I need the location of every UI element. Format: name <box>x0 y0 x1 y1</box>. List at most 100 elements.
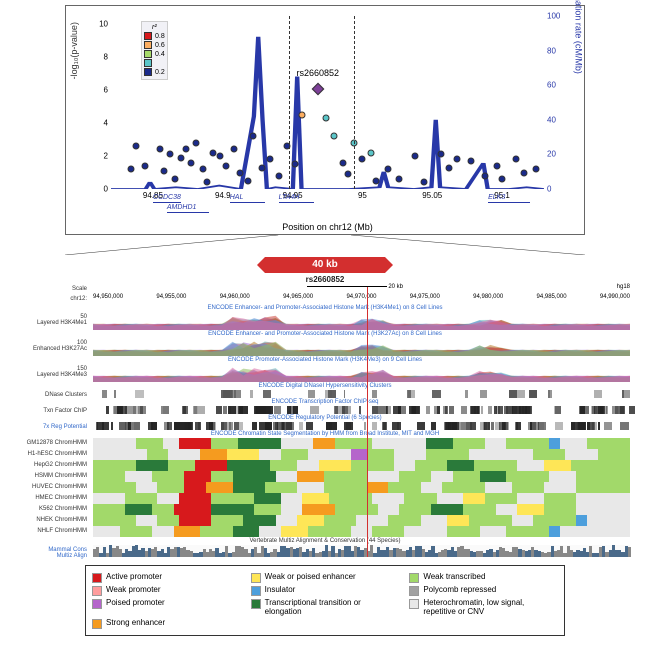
assembly-text: hg18 <box>617 284 630 290</box>
legend-item: Weak transcribed <box>409 572 558 583</box>
chrom-segment <box>297 482 324 493</box>
snp-point <box>244 177 251 184</box>
lead-snp-label: rs2660852 <box>296 68 339 78</box>
gene-label: HAL <box>230 194 244 201</box>
chrom-segment <box>125 493 157 504</box>
chromhmm-label: HMEC ChromHMM <box>15 495 90 501</box>
r2-legend-item: 0.4 <box>144 50 165 58</box>
snp-point <box>395 176 402 183</box>
chrom-segment <box>313 438 334 449</box>
chrom-segment <box>463 493 484 504</box>
snp-point <box>367 149 374 156</box>
y-right-tick: 100 <box>547 12 560 21</box>
wiggle-track: 50Layered H3K4Me1 <box>15 312 635 330</box>
chrom-segment <box>206 482 233 493</box>
chrom-segment <box>265 482 297 493</box>
chrom-segment <box>276 471 297 482</box>
chrom-segment <box>474 460 517 471</box>
chrom-segment <box>587 438 630 449</box>
snp-point <box>339 159 346 166</box>
chromhmm-row: H1-hESC ChromHMM <box>15 449 635 460</box>
browser-snp-label: rs2660852 <box>15 275 635 284</box>
snp-point <box>420 179 427 186</box>
y-left-tick: 6 <box>104 86 108 95</box>
chrom-segment <box>351 449 367 460</box>
snp-point <box>493 162 500 169</box>
snp-point <box>384 166 391 173</box>
chromhmm-label: NHLF ChromHMM <box>15 528 90 534</box>
chrom-segment <box>426 449 469 460</box>
chrom-segment <box>367 471 399 482</box>
chrom-segment <box>480 471 507 482</box>
plot-area: rs2660852 <box>111 16 544 189</box>
chrom-segment <box>324 471 367 482</box>
chrom-segment <box>388 482 420 493</box>
chrom-segment <box>174 504 212 515</box>
snp-point <box>183 146 190 153</box>
chrom-segment <box>276 515 297 526</box>
chrom-segment <box>447 515 468 526</box>
snp-point <box>187 159 194 166</box>
chrom-segment <box>93 449 147 460</box>
browser-tracks: ENCODE Enhancer- and Promoter-Associated… <box>15 304 635 438</box>
chrom-segment <box>281 438 313 449</box>
region-size-bar: 40 kb <box>265 257 385 273</box>
chrom-segment <box>259 526 280 537</box>
chromhmm-row: HepG2 ChromHMM <box>15 460 635 471</box>
chrom-segment <box>587 515 630 526</box>
chrom-segment <box>437 493 464 504</box>
y-right-tick: 20 <box>547 150 556 159</box>
cons-label-2: Multiz Align <box>15 553 87 559</box>
chrom-segment <box>136 515 157 526</box>
chrom-segment <box>157 493 178 504</box>
chrom-segment <box>200 449 227 460</box>
chromhmm-label: H1-hESC ChromHMM <box>15 451 90 457</box>
chrom-segment <box>506 438 549 449</box>
chrom-segment <box>157 515 178 526</box>
chrom-segment <box>152 471 184 482</box>
legend-item: Poised promoter <box>92 598 241 616</box>
dense-track: Txn Factor ChIP <box>15 406 635 414</box>
chrom-segment <box>544 504 576 515</box>
snp-point <box>141 162 148 169</box>
chrom-segment <box>136 460 168 471</box>
chrom-segment <box>431 504 463 515</box>
chrom-segment <box>576 493 630 504</box>
chromhmm-label: HepG2 ChromHMM <box>15 462 90 468</box>
chrom-segment <box>254 504 281 515</box>
chromhmm-row: GM12878 ChromHMM <box>15 438 635 449</box>
chrom-segment <box>93 482 136 493</box>
chrom-segment <box>496 504 517 515</box>
snp-point <box>230 146 237 153</box>
scale-label: Scale <box>15 286 90 292</box>
chrom-segment <box>233 526 260 537</box>
region-dashed-line <box>289 16 290 189</box>
chrom-segment <box>367 482 388 493</box>
chrom-segment <box>517 493 544 504</box>
chrom-segment <box>308 526 351 537</box>
snp-point <box>258 164 265 171</box>
chrom-segment <box>227 449 259 460</box>
chrom-segment <box>544 460 571 471</box>
legend-item: Polycomb repressed <box>409 585 558 596</box>
chrom-segment <box>372 526 404 537</box>
snp-point <box>521 169 528 176</box>
position-tick: 94,955,000 <box>156 294 186 300</box>
chromhmm-label: HUVEC ChromHMM <box>15 484 90 490</box>
chrom-segment <box>125 504 152 515</box>
chrom-segment <box>512 482 544 493</box>
chrom-segment <box>404 526 447 537</box>
chrom-segment <box>93 493 125 504</box>
gene-bar <box>230 202 265 203</box>
snp-point <box>127 166 134 173</box>
position-tick: 94,950,000 <box>93 294 123 300</box>
chrom-segment <box>281 449 308 460</box>
snp-point <box>200 166 207 173</box>
chrom-segment <box>404 493 436 504</box>
chrom-segment <box>211 515 243 526</box>
snp-point <box>454 156 461 163</box>
chrom-segment <box>463 504 495 515</box>
chrom-segment <box>576 504 630 515</box>
chrom-segment <box>372 493 404 504</box>
chrom-segment <box>259 449 280 460</box>
